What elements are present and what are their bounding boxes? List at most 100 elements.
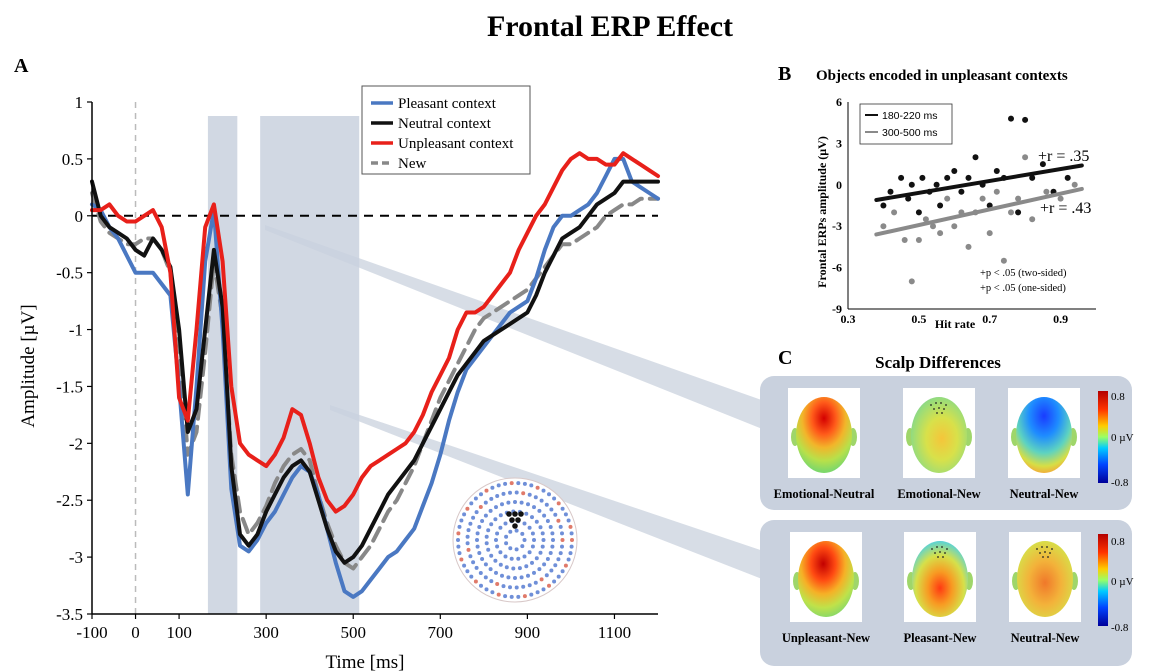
electrode-dot <box>533 495 538 500</box>
scatter-point-300-500-ms <box>922 216 929 223</box>
scatter-point-300-500-ms <box>930 223 936 230</box>
x-tick-label: 100 <box>166 623 192 642</box>
b-y-tick-label: 6 <box>836 95 842 109</box>
electrode-dot <box>508 546 513 551</box>
scatter-point-180-220-ms <box>915 209 922 216</box>
electrode-dot <box>484 541 489 546</box>
scatter-point-180-220-ms <box>908 181 915 188</box>
electrode-dot <box>466 547 471 552</box>
scatter-point-180-220-ms <box>1039 161 1046 168</box>
scalp-electrode-dot <box>933 408 935 410</box>
scalp-electrode-dot <box>939 551 941 553</box>
electrode-dot <box>544 573 549 578</box>
scatter-point-300-500-ms <box>880 223 887 230</box>
scatter-point-180-220-ms <box>937 202 944 209</box>
electrode-dot <box>456 544 461 549</box>
scatter-point-300-500-ms <box>1057 195 1064 202</box>
scalp-label-emotional-new: Emotional-New <box>897 487 980 501</box>
scatter-point-300-500-ms <box>1015 195 1022 202</box>
electrode-dot <box>457 524 462 529</box>
x-tick-label: 1100 <box>598 623 631 642</box>
scalp-electrode-dot <box>930 404 932 406</box>
electrode-dot <box>522 554 527 559</box>
electrode-dot <box>569 531 574 536</box>
scalp-electrode-dot <box>1047 556 1049 558</box>
scalp-map-emotional-neutral <box>796 397 852 473</box>
scatter-point-180-220-ms <box>958 188 965 195</box>
electrode-dot <box>475 544 480 549</box>
electrode-dot <box>494 505 498 510</box>
electrode-dot <box>524 564 529 569</box>
electrode-dot <box>511 566 516 571</box>
electrode-dot <box>456 531 461 536</box>
electrode-dot <box>516 481 521 486</box>
electrode-dot <box>545 519 550 523</box>
electrode-dot <box>498 562 503 567</box>
scalp-electrode-dot <box>934 552 936 554</box>
electrode-dot <box>471 515 476 520</box>
electrode-dot <box>534 556 539 561</box>
scatter-point-180-220-ms <box>972 154 979 161</box>
scalp-electrode-dot <box>941 546 943 548</box>
electrode-dot <box>558 551 563 556</box>
y-tick-label: -2 <box>69 434 83 453</box>
electrode-dot <box>538 550 543 555</box>
scatter-point-180-220-ms <box>1022 116 1029 123</box>
scalp-map-neutral-new-2 <box>1017 541 1073 617</box>
electrode-dot <box>498 550 503 555</box>
electrode-dot <box>542 562 547 567</box>
y-tick-label: -3.5 <box>56 605 83 624</box>
panel-c-label: C <box>778 347 792 369</box>
scatter-point-180-220-ms <box>951 168 958 174</box>
electrode-dot <box>553 512 558 517</box>
scalp-title: Scalp Differences <box>875 353 1001 372</box>
scatter-point-300-500-ms <box>1008 209 1014 216</box>
electrode-dot <box>566 557 571 562</box>
electrode-dot <box>498 525 503 530</box>
scatter-point-300-500-ms <box>1000 257 1007 264</box>
b-y-tick-label: 3 <box>836 136 842 150</box>
electrode-dot <box>495 544 500 549</box>
electrode-dot <box>471 560 476 565</box>
electrode-dot <box>479 492 483 497</box>
electrode-dot <box>494 570 498 575</box>
electrode-dot <box>556 574 561 579</box>
fit-line-300-500-ms <box>874 186 1084 237</box>
scalp-map-unpleasant-new <box>798 541 854 617</box>
electrode-dot <box>473 496 478 501</box>
electrode-dot <box>494 538 498 542</box>
b-y-tick-label: -6 <box>832 261 842 275</box>
electrode-dot <box>535 485 540 490</box>
b-annotation-early: +r = .35 <box>1038 148 1089 165</box>
electrode-dot <box>539 577 544 582</box>
electrode-dot <box>508 529 513 534</box>
electrode-dot <box>493 558 498 563</box>
electrode-dot <box>480 557 485 561</box>
legend-label-new: New <box>398 156 426 172</box>
scalp-electrode-dot <box>944 552 946 554</box>
scatter-point-300-500-ms <box>1029 216 1036 223</box>
electrode-dot <box>477 551 482 555</box>
electrode-dot <box>486 547 491 552</box>
electrode-dot <box>495 494 500 498</box>
scatter-point-300-500-ms <box>944 195 951 202</box>
electrode-dot <box>547 492 551 497</box>
electrode-dot <box>489 553 494 558</box>
electrode-dot <box>468 521 473 526</box>
scalp-electrode-dot <box>946 548 948 550</box>
electrode-dot <box>542 513 547 518</box>
electrode-dot <box>537 508 542 513</box>
scatter-point-180-220-ms <box>933 181 940 188</box>
frontal-electrode-dot <box>509 517 515 523</box>
b-x-tick-label: 0.5 <box>911 312 926 326</box>
electrode-dot <box>506 500 511 505</box>
electrode-dot <box>514 547 519 552</box>
electrode-dot <box>569 544 574 549</box>
electrode-dot <box>465 534 470 539</box>
scatter-point-180-220-ms <box>1008 115 1014 122</box>
electrode-dot <box>552 496 557 501</box>
colorbar-row-1-mid: 0 µV <box>1111 432 1134 444</box>
colorbar-row-1-max: 0.8 <box>1111 391 1125 403</box>
panel-b-xlabel: Hit rate <box>935 317 976 331</box>
